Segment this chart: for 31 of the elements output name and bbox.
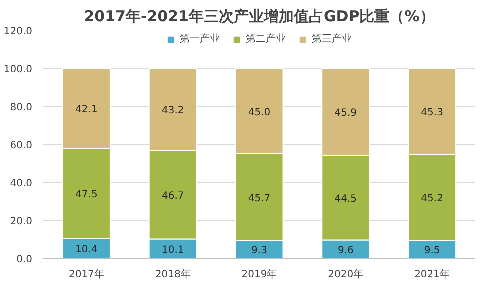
legend-label: 第一产业 [180,32,220,46]
legend-label: 第二产业 [246,32,286,46]
y-tick-label: 60.0 [10,140,32,152]
data-label: 47.5 [76,190,98,201]
data-label: 43.2 [162,106,184,117]
data-label: 45.0 [248,107,271,118]
data-label: 9.6 [338,245,354,256]
y-tick-label: 100.0 [4,64,33,76]
x-tick-label: 2019年 [242,268,278,280]
data-label: 46.7 [162,190,184,202]
data-label: 45.3 [421,108,444,119]
data-label: 10.4 [76,244,98,256]
data-label: 44.5 [334,194,358,205]
chart-title: 2017年-2021年三次产业增加值占GDP比重（%） [84,8,435,26]
data-label: 9.3 [252,246,268,257]
data-label: 9.5 [424,245,440,256]
x-tick-label: 2020年 [328,268,364,280]
x-tick-label: 2018年 [155,268,191,280]
y-tick-label: 20.0 [10,216,32,228]
data-label: 42.1 [76,104,98,116]
data-label: 10.1 [162,244,184,256]
data-label: 45.9 [334,108,358,120]
data-label: 45.2 [421,194,444,205]
y-tick-label: 80.0 [10,102,32,114]
y-tick-label: 120.0 [4,26,33,38]
y-tick-label: 0.0 [16,254,33,266]
y-tick-label: 40.0 [10,178,32,190]
legend-label: 第三产业 [312,32,352,46]
x-tick-label: 2021年 [414,268,450,280]
data-label: 45.7 [248,193,271,204]
x-tick-label: 2017年 [68,268,104,280]
